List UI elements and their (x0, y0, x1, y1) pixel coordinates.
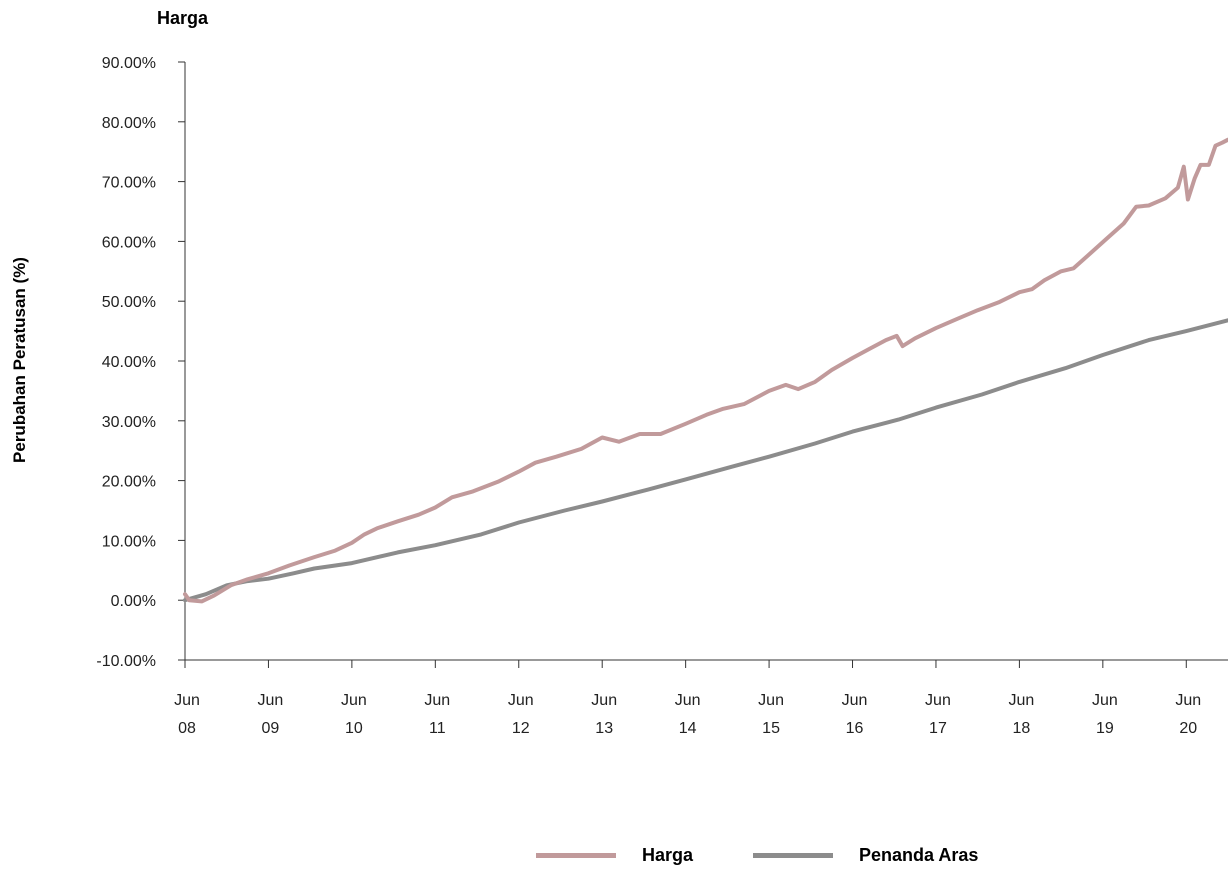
y-tick-label: 90.00% (102, 55, 156, 72)
y-tick-label: 0.00% (111, 593, 156, 610)
legend-item-penanda-aras: Penanda Aras (753, 845, 978, 866)
x-tick-label-month: Jun (508, 692, 534, 709)
series-line-harga (183, 137, 1228, 604)
y-tick-label: 20.00% (102, 474, 156, 491)
x-tick-label-year: 13 (595, 720, 613, 737)
x-tick-label-month: Jun (675, 692, 701, 709)
legend: Harga Penanda Aras (536, 845, 1038, 866)
x-tick-label-month: Jun (1175, 692, 1201, 709)
x-tick-label-year: 19 (1096, 720, 1114, 737)
axes (184, 62, 1228, 661)
x-tick-label-year: 08 (178, 720, 196, 737)
y-tick-label: 10.00% (102, 533, 156, 550)
x-tick-label-month: Jun (758, 692, 784, 709)
x-tick-label-month: Jun (258, 692, 284, 709)
legend-swatch-harga (536, 853, 616, 858)
y-tick-label: 70.00% (102, 175, 156, 192)
legend-label-penanda-aras: Penanda Aras (859, 845, 979, 865)
x-tick-label-month: Jun (341, 692, 367, 709)
y-tick-label: 40.00% (102, 354, 156, 371)
y-tick-label: 60.00% (102, 234, 156, 251)
y-ticks: 90.00% 80.00% 70.00% 60.00% 50.00% 40.00% 30.0… (96, 55, 185, 670)
x-tick-label-month: Jun (1009, 692, 1035, 709)
chart-title: Harga (157, 8, 209, 28)
series-lines (183, 137, 1228, 604)
x-tick-label-year: 17 (929, 720, 947, 737)
legend-item-harga: Harga (536, 845, 693, 866)
x-tick-label-year: 15 (762, 720, 780, 737)
y-tick-label: 30.00% (102, 414, 156, 431)
y-tick-label: 50.00% (102, 294, 156, 311)
series-line-penanda-aras (183, 318, 1228, 603)
y-tick-label: 80.00% (102, 115, 156, 132)
y-tick-label: -10.00% (96, 653, 156, 670)
x-tick-label-year: 20 (1179, 720, 1197, 737)
x-tick-label-year: 12 (512, 720, 530, 737)
x-tick-label-year: 10 (345, 720, 363, 737)
x-tick-label-year: 16 (846, 720, 864, 737)
legend-swatch-penanda-aras (753, 853, 834, 858)
x-tick-label-month: Jun (925, 692, 951, 709)
x-tick-label-year: 11 (429, 720, 446, 737)
legend-label-harga: Harga (642, 845, 694, 865)
x-tick-label-month: Jun (174, 692, 200, 709)
x-tick-label-month: Jun (842, 692, 868, 709)
x-tick-label-month: Jun (1092, 692, 1118, 709)
x-ticks: Jun 08 Jun 09 Jun 10 Jun 11 Jun 12 Jun 13 Jun 14 Jun 15… (174, 660, 1201, 737)
x-tick-label-year: 09 (262, 720, 280, 737)
x-tick-label-year: 18 (1013, 720, 1031, 737)
x-tick-label-year: 14 (679, 720, 697, 737)
x-tick-label-month: Jun (424, 692, 450, 709)
x-tick-label-month: Jun (591, 692, 617, 709)
